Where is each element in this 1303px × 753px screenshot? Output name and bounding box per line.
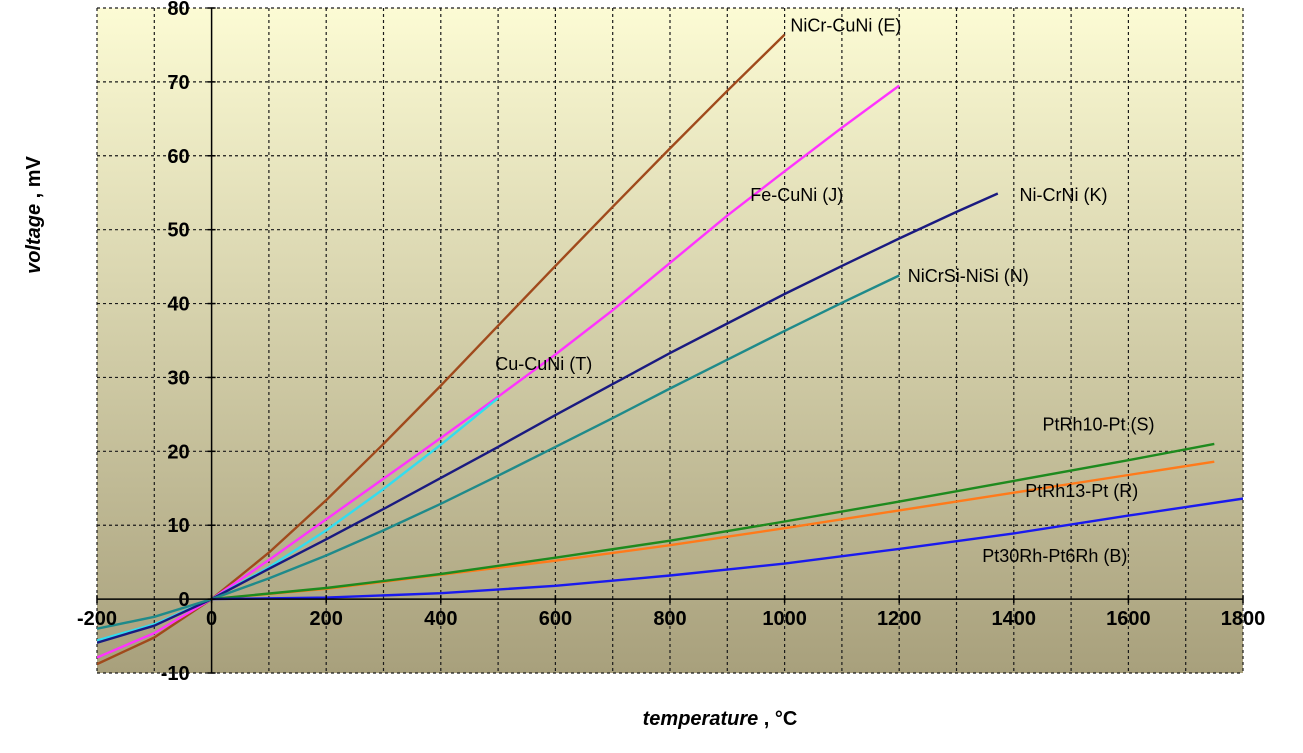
- y-tick-label: 60: [167, 146, 189, 168]
- x-axis-title-name: temperature: [643, 708, 759, 730]
- series-line: [97, 274, 900, 630]
- y-tick-label: -10: [161, 663, 190, 685]
- series-label: PtRh13-Pt (R): [1025, 481, 1138, 501]
- y-axis-title: voltage , mV: [23, 155, 45, 273]
- series-line: [211, 442, 1215, 601]
- x-tick-label: 1400: [992, 608, 1037, 630]
- x-axis-title-unit: , °C: [758, 708, 797, 730]
- y-tick-label: 20: [167, 441, 189, 463]
- y-tick-label: 10: [167, 515, 189, 537]
- series-label: Pt30Rh-Pt6Rh (B): [982, 546, 1127, 566]
- x-tick-label: 1600: [1106, 608, 1151, 630]
- x-tick-label: 600: [539, 608, 572, 630]
- series-label: Fe-CuNi (J): [750, 185, 843, 205]
- series-label: Ni-CrNi (K): [1020, 185, 1108, 205]
- axes: [96, 7, 1244, 674]
- y-tick-label: 0: [178, 589, 189, 611]
- series-line: [211, 497, 1243, 601]
- series-label: Cu-CuNi (T): [495, 354, 592, 374]
- x-tick-label: 800: [653, 608, 686, 630]
- x-axis-title: temperature , °C: [643, 708, 798, 730]
- series-label: PtRh10-Pt (S): [1042, 415, 1154, 435]
- y-tick-label: 80: [167, 0, 189, 20]
- series-line: [97, 192, 999, 644]
- y-tick-label: 40: [167, 294, 189, 316]
- x-tick-label: 1200: [877, 608, 922, 630]
- x-tick-label: 400: [424, 608, 457, 630]
- series-label: NiCr-CuNi (E): [790, 16, 901, 36]
- y-axis-title-name: voltage: [23, 204, 45, 274]
- y-axis-title-unit: , mV: [23, 155, 45, 203]
- series-label: NiCrSi-NiSi (N): [908, 266, 1029, 286]
- x-tick-label: -200: [77, 608, 117, 630]
- x-tick-label: 200: [310, 608, 343, 630]
- x-tick-label: 1800: [1221, 608, 1266, 630]
- grid-lines: [96, 7, 1244, 674]
- x-tick-label: 0: [206, 608, 217, 630]
- series-labels: NiCr-CuNi (E) Fe-CuNi (J) Ni-CrNi (K) NiCrS…: [495, 16, 1154, 567]
- x-tick-label: 1000: [762, 608, 807, 630]
- series-line: [97, 84, 900, 659]
- y-tick-label: 30: [167, 367, 189, 389]
- tick-labels: -200 0 200 400 600 800 1000 1200 1400 1600 1800-10…: [77, 0, 1265, 685]
- y-tick-label: 50: [167, 220, 189, 242]
- y-tick-label: 70: [167, 72, 189, 94]
- series-layer: [97, 33, 1243, 666]
